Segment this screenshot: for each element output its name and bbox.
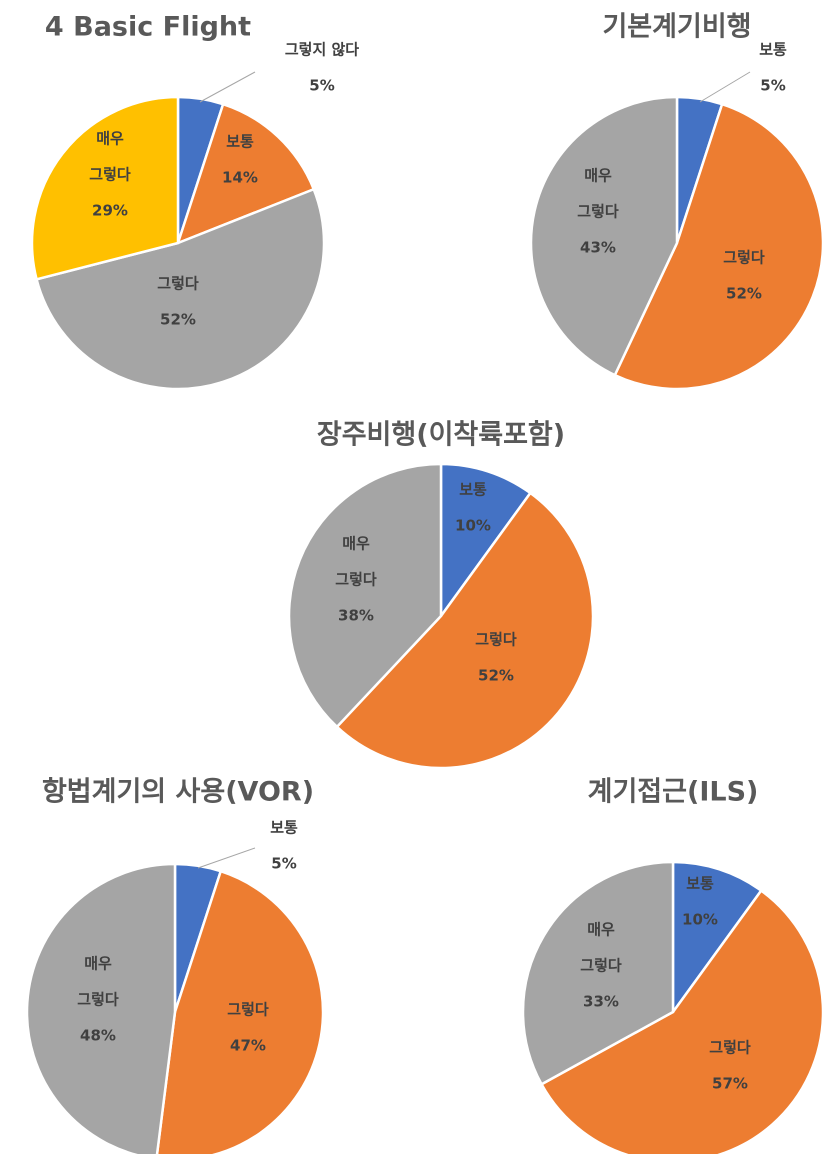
- slice-label: 그렇지 않다 5%: [285, 41, 359, 95]
- slice-category: 그렇다: [580, 957, 622, 975]
- slice-category: 매우: [96, 130, 124, 148]
- slice-percent: 10%: [682, 911, 718, 929]
- pie-slice: [155, 869, 325, 1154]
- slice-category: 매우: [584, 167, 612, 185]
- slice-category: 그렇다: [577, 203, 619, 221]
- slice-category: 그렇다: [89, 166, 131, 184]
- pie-slice: [287, 462, 443, 729]
- pie-slice: [335, 491, 595, 770]
- slice-percent: 47%: [230, 1037, 266, 1055]
- slice-category: 그렇다: [723, 249, 765, 267]
- pie-slice: [613, 102, 825, 391]
- slice-percent: 5%: [271, 855, 296, 873]
- pie-slice: [25, 862, 177, 1154]
- slice-label: 그렇다 47%: [227, 1001, 269, 1055]
- slice-label: 그렇다 52%: [157, 275, 199, 329]
- pie-slice: [529, 95, 679, 377]
- pie-slice: [671, 860, 763, 1016]
- slice-category: 보통: [759, 41, 787, 59]
- slice-label: 그렇다 52%: [723, 249, 765, 303]
- chart-title: 계기접근(ILS): [588, 777, 759, 808]
- slice-percent: 43%: [580, 239, 616, 257]
- slice-label: 보통 5%: [759, 41, 787, 95]
- slice-percent: 5%: [760, 77, 785, 95]
- chart-title: 항법계기의 사용(VOR): [42, 777, 314, 808]
- slice-percent: 57%: [712, 1075, 748, 1093]
- slice-label: 보통 10%: [682, 875, 718, 929]
- slice-percent: 38%: [338, 607, 374, 625]
- leader-line: [199, 71, 256, 103]
- slice-percent: 10%: [455, 517, 491, 535]
- slice-label: 보통 5%: [270, 819, 298, 873]
- slice-category: 보통: [686, 875, 714, 893]
- pie-slice: [439, 462, 533, 620]
- slice-category: 그렇다: [227, 1001, 269, 1019]
- pie-slice: [539, 888, 825, 1154]
- slice-category: 그렇다: [335, 571, 377, 589]
- pie-slice: [30, 95, 180, 281]
- chart-title: 장주비행(이착륙포함): [317, 420, 565, 451]
- slice-percent: 5%: [309, 77, 334, 95]
- slice-category: 그렇다: [77, 991, 119, 1009]
- pie-slice: [521, 860, 675, 1086]
- slice-label: 보통 10%: [455, 481, 491, 535]
- slice-category: 보통: [270, 819, 298, 837]
- slice-label: 그렇다 57%: [709, 1039, 751, 1093]
- slice-category: 보통: [459, 481, 487, 499]
- slice-category: 그렇다: [157, 275, 199, 293]
- slice-category: 매우: [342, 535, 370, 553]
- slice-percent: 52%: [726, 285, 762, 303]
- slice-category: 그렇다: [709, 1039, 751, 1057]
- slice-percent: 48%: [80, 1027, 116, 1045]
- slice-percent: 14%: [222, 169, 258, 187]
- slice-percent: 33%: [583, 993, 619, 1011]
- slice-label: 보통 14%: [222, 133, 258, 187]
- slice-category: 그렇지 않다: [285, 41, 359, 59]
- slice-percent: 29%: [92, 202, 128, 220]
- slice-percent: 52%: [160, 311, 196, 329]
- slice-category: 보통: [226, 133, 254, 151]
- pie-slice: [35, 187, 326, 391]
- slice-label: 그렇다 52%: [475, 631, 517, 685]
- pie-slice: [175, 102, 316, 246]
- leader-line: [197, 847, 256, 869]
- slice-category: 매우: [587, 921, 615, 939]
- chart-title: 4 Basic Flight: [45, 12, 251, 43]
- slice-category: 그렇다: [475, 631, 517, 649]
- slice-percent: 52%: [478, 667, 514, 685]
- chart-title: 기본계기비행: [602, 12, 751, 43]
- slice-category: 매우: [84, 955, 112, 973]
- leader-line: [699, 71, 751, 103]
